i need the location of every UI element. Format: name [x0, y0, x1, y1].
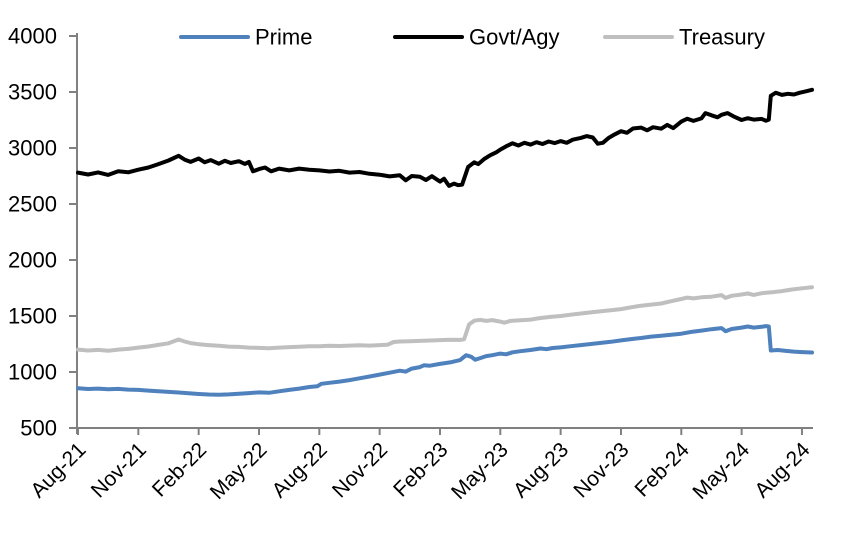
x-tick-label: May-23	[447, 438, 513, 504]
legend-label: Treasury	[679, 25, 765, 50]
series-line-prime	[76, 324, 814, 397]
chart-axes: 5001000150020002500300035004000Aug-21Nov…	[8, 24, 815, 505]
x-tick-label: Nov-22	[328, 438, 392, 502]
y-tick-label: 1500	[8, 304, 57, 329]
legend-label: Prime	[255, 25, 312, 50]
legend-item-prime: Prime	[179, 25, 312, 50]
y-tick-label: 2500	[8, 192, 57, 217]
y-tick-label: 3000	[8, 136, 57, 161]
y-tick-label: 3500	[8, 80, 57, 105]
x-tick-label: May-24	[688, 438, 754, 504]
x-tick-label: Aug-23	[509, 438, 573, 502]
x-tick-label: Aug-22	[268, 438, 332, 502]
y-tick-label: 2000	[8, 248, 57, 273]
x-tick-label: Aug-21	[26, 438, 90, 502]
x-tick-label: Aug-24	[750, 438, 814, 502]
y-tick-label: 4000	[8, 24, 57, 49]
legend-label: Govt/Agy	[469, 25, 559, 50]
chart-legend: Prime Govt/Agy Treasury	[179, 25, 765, 50]
chart-series	[76, 87, 814, 397]
y-tick-label: 1000	[8, 360, 57, 385]
x-tick-label: Feb-24	[631, 438, 695, 502]
x-tick-label: May-22	[206, 438, 272, 504]
x-tick-label: Nov-21	[87, 438, 151, 502]
legend-item-govt-agy: Govt/Agy	[393, 25, 559, 50]
series-line-govt-agy	[76, 87, 814, 188]
y-tick-label: 500	[20, 416, 57, 441]
x-tick-label: Nov-23	[569, 438, 633, 502]
x-tick-label: Feb-23	[389, 438, 452, 501]
x-tick-label: Feb-22	[148, 438, 211, 501]
legend-item-treasury: Treasury	[603, 25, 765, 50]
series-line-treasury	[76, 285, 814, 353]
